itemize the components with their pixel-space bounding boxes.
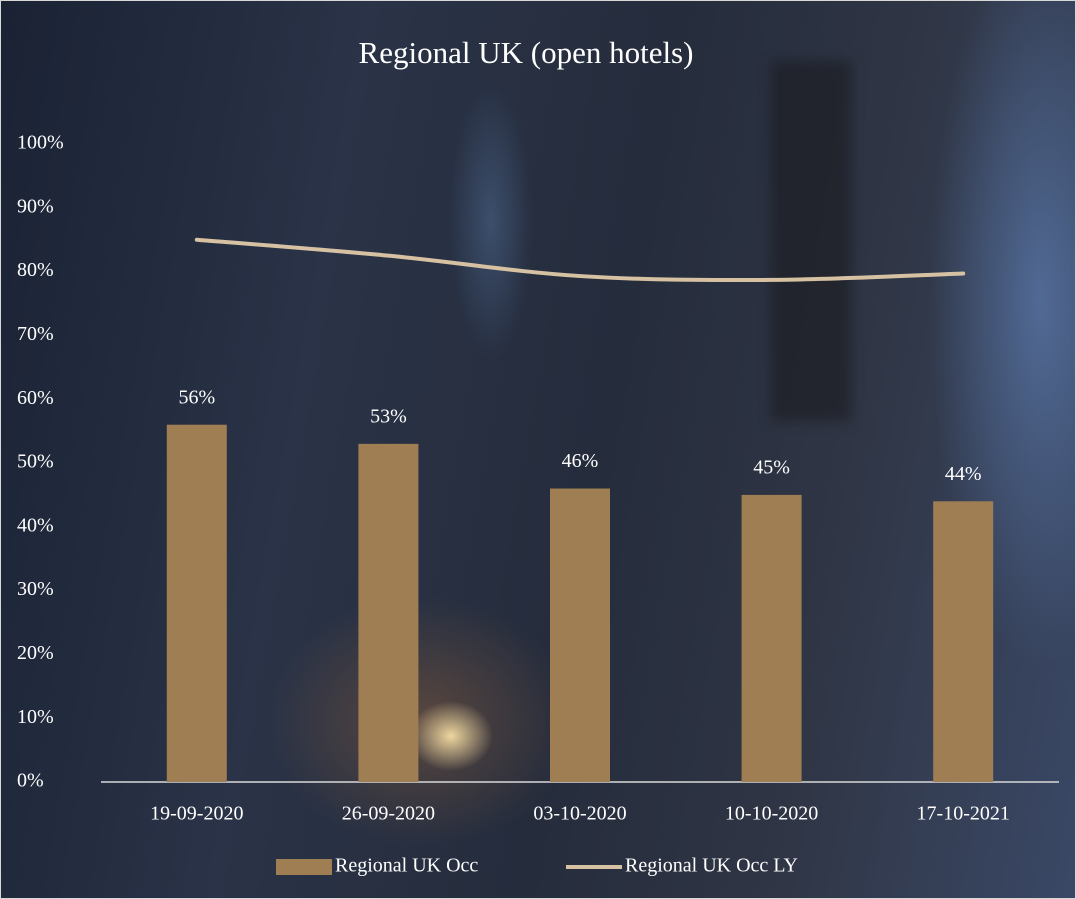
legend-label: Regional UK Occ LY	[625, 855, 798, 877]
y-tick-label: 60%	[17, 387, 54, 409]
y-tick-label: 100%	[17, 132, 64, 154]
x-tick-label: 10-10-2020	[725, 803, 818, 825]
y-tick-label: 80%	[17, 259, 54, 281]
data-label: 53%	[370, 405, 407, 427]
line	[194, 237, 966, 283]
y-tick-label: 20%	[17, 642, 54, 664]
y-tick-label: 50%	[17, 451, 54, 473]
y-tick-label: 10%	[17, 706, 54, 728]
y-tick-label: 90%	[17, 195, 54, 217]
data-label: 44%	[945, 463, 982, 485]
data-label: 45%	[753, 456, 790, 478]
x-tick-label: 26-09-2020	[342, 803, 435, 825]
chart-title: Regional UK (open hotels)	[359, 35, 694, 70]
bar	[358, 443, 419, 782]
bar	[741, 494, 802, 782]
x-tick-label: 19-09-2020	[150, 803, 243, 825]
legend-swatch	[276, 859, 332, 875]
bar	[166, 424, 227, 782]
legend-label: Regional UK Occ	[335, 855, 478, 877]
bar	[550, 488, 610, 782]
x-tick-label: 17-10-2021	[917, 803, 1010, 825]
y-tick-label: 70%	[17, 323, 54, 345]
background-sign	[771, 61, 851, 421]
y-tick-label: 0%	[17, 770, 44, 792]
x-tick-label: 03-10-2020	[533, 803, 626, 825]
bar	[933, 501, 994, 782]
y-tick-label: 30%	[17, 578, 54, 600]
data-label: 46%	[562, 450, 599, 472]
y-tick-label: 40%	[17, 514, 54, 536]
data-label: 56%	[178, 386, 215, 408]
